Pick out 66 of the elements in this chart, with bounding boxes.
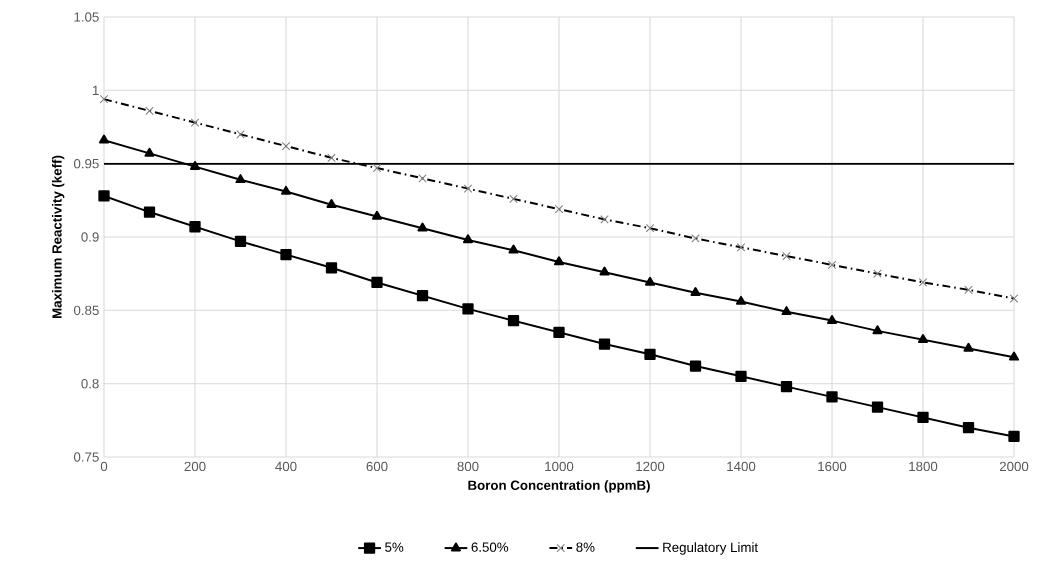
- x-tick-label: 0: [100, 461, 108, 472]
- point: [826, 391, 838, 403]
- x-tick-label: 1400: [727, 461, 756, 472]
- x-tick-label: 400: [275, 461, 297, 472]
- point: [462, 303, 474, 315]
- point: [598, 338, 611, 350]
- point: [599, 266, 610, 276]
- point: [917, 411, 929, 424]
- point: [98, 134, 110, 144]
- legend-label: Regulatory Limit: [663, 542, 759, 555]
- legend-label: 6.50%: [471, 542, 509, 552]
- x-axis-title: Boron Concentration (ppmB): [468, 480, 650, 493]
- x-tick-label: 1800: [909, 461, 938, 472]
- y-tick-label: 0.75: [73, 452, 99, 462]
- x-tick-label: 1000: [545, 461, 574, 472]
- y-tick-label: 0.9: [81, 232, 99, 242]
- x-tick-label: 600: [366, 461, 388, 472]
- point: [416, 290, 429, 302]
- x-tick-label: 1600: [818, 461, 847, 472]
- point: [189, 221, 201, 233]
- point: [917, 334, 929, 343]
- point: [144, 147, 155, 157]
- x-tick-label: 2000: [999, 461, 1029, 472]
- point: [781, 306, 792, 316]
- point: [280, 185, 292, 195]
- point: [1008, 351, 1020, 361]
- legend-label: 8%: [576, 542, 595, 552]
- point: [462, 234, 474, 244]
- point: [735, 295, 747, 305]
- point: [508, 244, 519, 254]
- y-tick-label: 1.05: [74, 12, 99, 22]
- point: [553, 256, 565, 266]
- point: [371, 276, 383, 289]
- y-tick-label: 0.95: [73, 158, 99, 169]
- point: [644, 276, 656, 286]
- x-tick-label: 1200: [636, 461, 665, 472]
- x-tick-label: 800: [457, 461, 479, 472]
- point: [371, 210, 383, 220]
- y-tick-label: 0.8: [81, 378, 99, 389]
- point: [690, 287, 701, 297]
- y-axis-title: Maximum Reactivity (keff): [51, 155, 65, 319]
- point: [644, 348, 656, 360]
- point: [689, 360, 702, 372]
- point: [872, 325, 883, 335]
- point: [417, 222, 428, 232]
- y-tick-label: 0.85: [73, 305, 99, 316]
- point: [963, 342, 974, 352]
- point: [962, 422, 975, 434]
- x-tick-label: 200: [184, 461, 206, 472]
- point: [780, 380, 793, 393]
- point: [280, 248, 292, 261]
- y-tick-label: 1: [92, 85, 99, 95]
- legend-label: 5%: [385, 542, 404, 552]
- point: [325, 262, 338, 274]
- point: [189, 160, 201, 170]
- point: [507, 314, 520, 327]
- point: [326, 199, 337, 209]
- point: [553, 326, 565, 338]
- point: [735, 370, 747, 382]
- point: [98, 190, 110, 202]
- point: [826, 314, 838, 324]
- point: [143, 206, 156, 218]
- point: [871, 401, 884, 413]
- point: [234, 235, 247, 248]
- point: [235, 174, 246, 184]
- point: [1008, 430, 1020, 443]
